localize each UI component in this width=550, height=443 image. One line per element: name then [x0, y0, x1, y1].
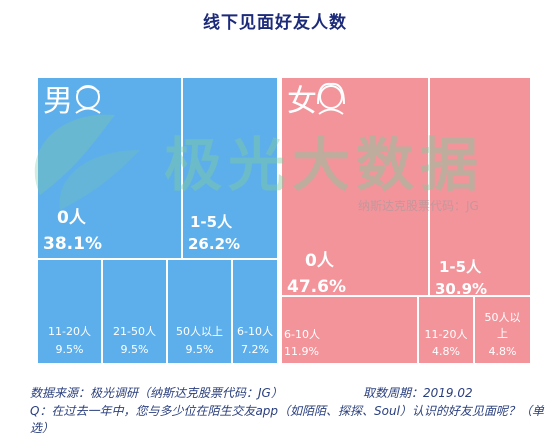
female-value-0: 47.6%: [287, 277, 346, 297]
watermark-text: 极光大数据: [164, 131, 484, 199]
female-value-3: 4.8%: [432, 345, 460, 358]
male-value-1: 26.2%: [188, 235, 240, 253]
male-label-2: 11-20人: [48, 325, 91, 338]
female-avatar-body: [318, 108, 344, 115]
male-value-4: 9.5%: [186, 343, 214, 356]
male-label-5: 6-10人: [237, 325, 273, 338]
female-label-4: 50人以: [485, 311, 521, 324]
female-cell-4: [473, 295, 532, 365]
male-avatar-hair: [76, 86, 100, 93]
female-avatar-hair: [317, 82, 345, 105]
female-label-0: 0人: [305, 251, 335, 271]
female-label-2: 6-10人: [284, 328, 320, 341]
female-cell-1: [428, 76, 532, 297]
female-label-4-line2: 上: [497, 327, 508, 340]
female-label-1: 1-5人: [439, 258, 482, 276]
male-value-5: 7.2%: [241, 343, 269, 356]
male-label-0: 0人: [57, 208, 87, 228]
female-value-2: 11.9%: [284, 345, 319, 358]
male-avatar-body: [75, 107, 101, 114]
female-cell-3: [417, 295, 475, 365]
male-value-3: 9.5%: [121, 343, 149, 356]
watermark-logo-icon: [34, 114, 115, 195]
male-label-3: 21-50人: [113, 325, 156, 338]
male-group-label: 男: [43, 84, 73, 119]
male-value-0: 38.1%: [43, 234, 102, 254]
survey-question: Q：在过去一年中，您与多少位在陌生交友app（如陌陌、探探、Soul）认识的好友…: [30, 404, 544, 435]
female-group-label: 女: [287, 84, 317, 119]
male-label-4: 50人以上: [176, 325, 223, 338]
watermark-subtext: 纳斯达克股票代码：JG: [358, 199, 479, 213]
data-period: 取数周期：2019.02: [363, 386, 473, 400]
watermark-logo-icon-2: [59, 150, 140, 210]
male-value-2: 9.5%: [56, 343, 84, 356]
female-cell-0: [280, 76, 430, 297]
male-cell-4: [166, 258, 233, 365]
female-value-1: 30.9%: [435, 280, 487, 298]
male-cell-5: [231, 258, 279, 365]
female-avatar-icon: [319, 85, 343, 109]
male-label-1: 1-5人: [190, 213, 233, 231]
female-label-3: 11-20人: [425, 328, 468, 341]
data-source: 数据来源：极光调研（纳斯达克股票代码：JG）: [30, 386, 283, 400]
female-value-4: 4.8%: [489, 345, 517, 358]
female-cell-2: [280, 295, 419, 365]
chart-title: 线下见面好友人数: [203, 13, 347, 33]
